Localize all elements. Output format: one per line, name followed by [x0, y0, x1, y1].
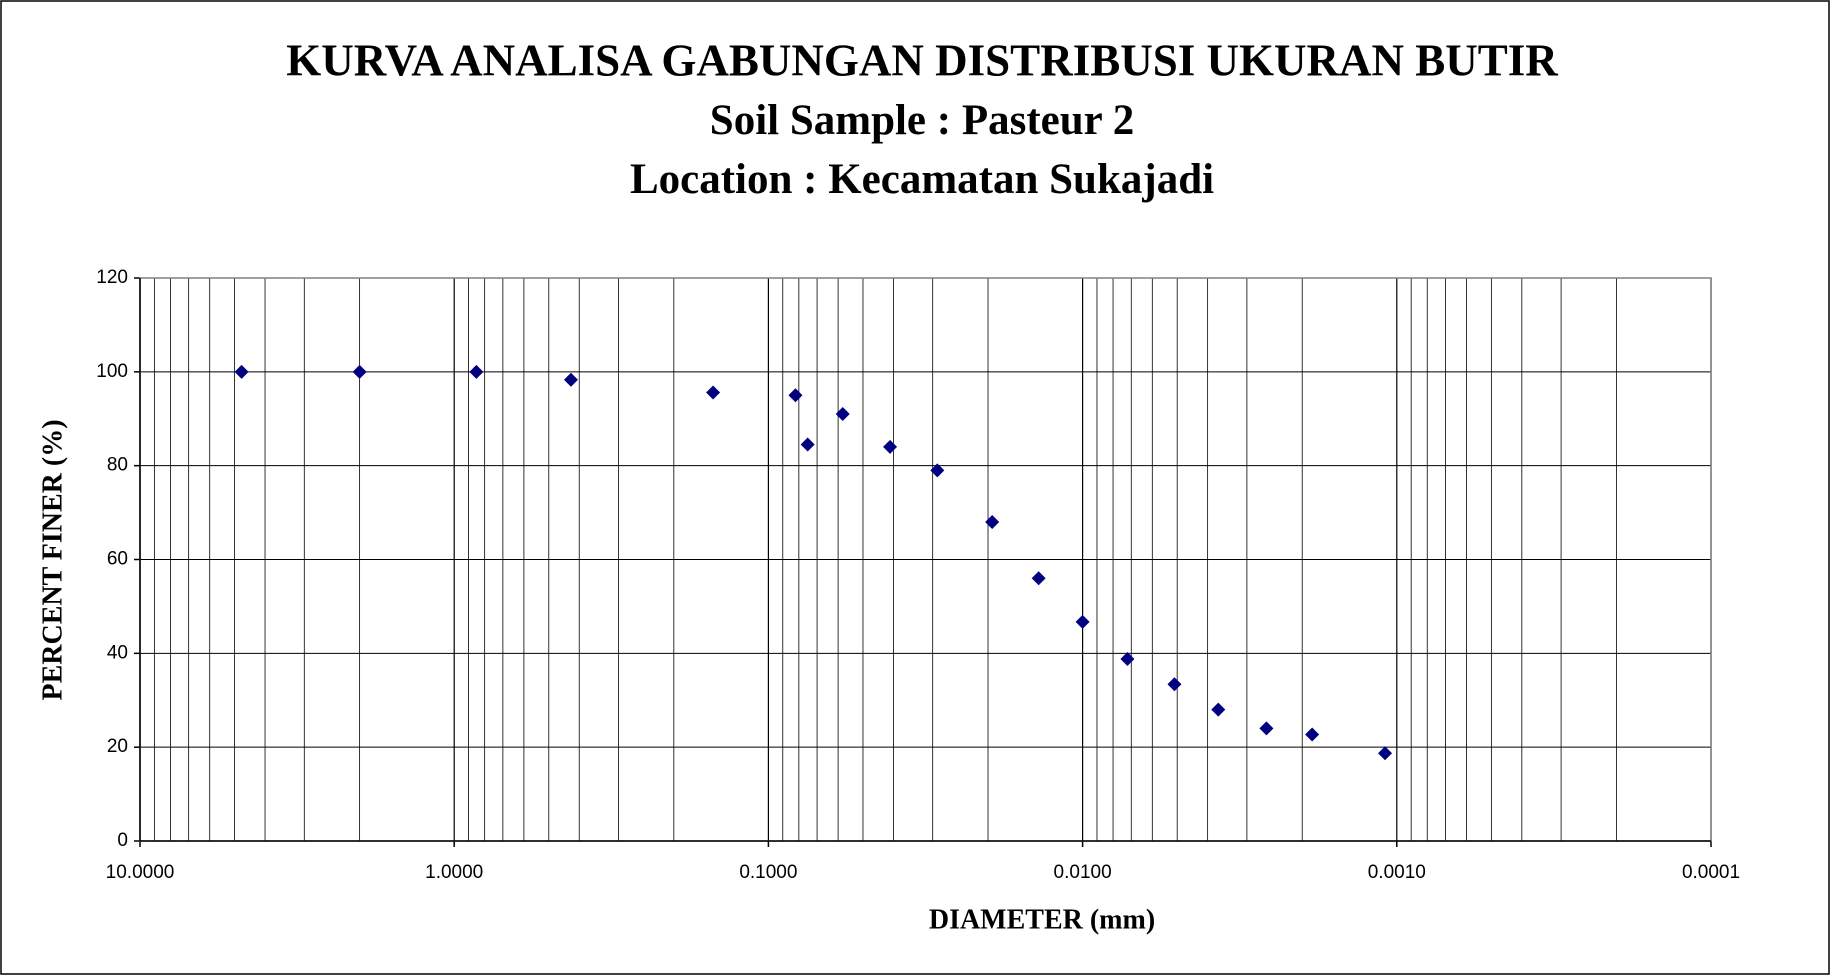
data-point [788, 388, 803, 403]
chart-subtitle: Soil Sample : Pasteur 2 [710, 97, 1134, 144]
y-tick-label: 120 [96, 267, 128, 288]
x-tick-label: 0.1000 [739, 862, 797, 883]
data-point [1378, 746, 1393, 761]
y-tick-label: 40 [107, 642, 128, 663]
data-point [800, 437, 815, 452]
data-point [352, 364, 367, 379]
data-point [469, 364, 484, 379]
data-point [1031, 571, 1046, 586]
y-tick-label: 0 [117, 830, 128, 851]
data-point [1075, 614, 1090, 629]
x-tick-label: 0.0100 [1054, 862, 1112, 883]
y-tick-label: 20 [107, 736, 128, 757]
chart-title: KURVA ANALISA GABUNGAN DISTRIBUSI UKURAN… [286, 35, 1558, 85]
data-point [563, 372, 578, 387]
y-tick-label: 80 [107, 455, 128, 476]
data-point [930, 463, 945, 478]
data-point [234, 364, 249, 379]
x-tick-label: 1.0000 [425, 862, 483, 883]
y-tick-label: 100 [96, 361, 128, 382]
chart-subtitle: Location : Kecamatan Sukajadi [630, 156, 1214, 203]
x-tick-label: 0.0010 [1368, 862, 1426, 883]
y-tick-label: 60 [107, 549, 128, 570]
data-point [1305, 727, 1320, 742]
x-tick-label: 0.0001 [1682, 862, 1740, 883]
data-point [1211, 702, 1226, 717]
data-point [835, 407, 850, 422]
x-axis-label: DIAMETER (mm) [929, 904, 1155, 935]
data-point [1167, 677, 1182, 692]
data-point [1120, 651, 1135, 666]
data-point [1259, 721, 1274, 736]
data-point [883, 439, 898, 454]
data-point [985, 514, 1000, 529]
x-tick-label: 10.0000 [106, 862, 175, 883]
y-axis-label: PERCENT FINER (%) [37, 419, 68, 700]
data-point [706, 385, 721, 400]
